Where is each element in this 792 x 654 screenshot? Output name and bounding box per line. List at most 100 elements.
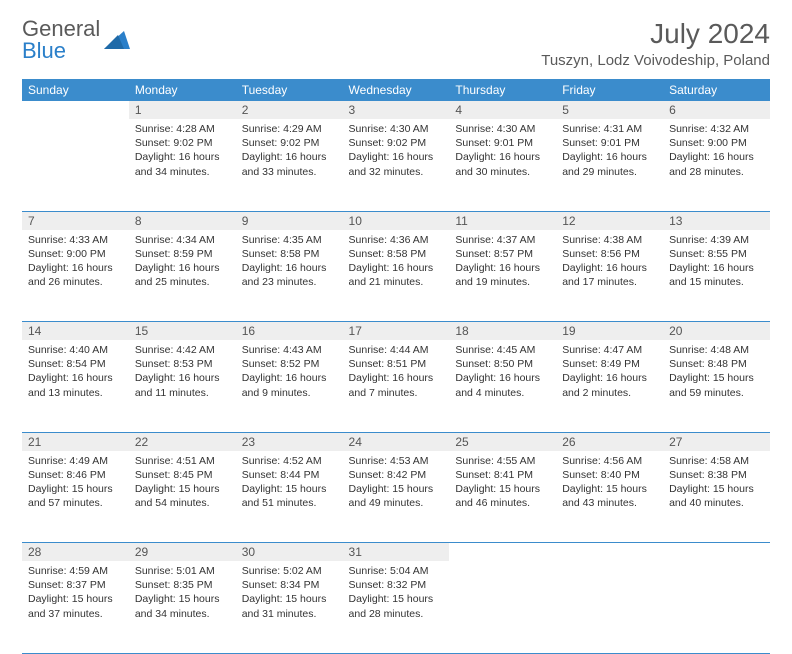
title-block: July 2024 Tuszyn, Lodz Voivodeship, Pola… [541, 18, 770, 69]
day-info: Sunrise: 4:48 AMSunset: 8:48 PMDaylight:… [663, 340, 770, 406]
day-info-cell [449, 561, 556, 653]
day-info-cell: Sunrise: 4:28 AMSunset: 9:02 PMDaylight:… [129, 119, 236, 211]
day-info: Sunrise: 4:35 AMSunset: 8:58 PMDaylight:… [236, 230, 343, 296]
day-number: 9 [236, 212, 343, 230]
day-number-cell: 10 [343, 211, 450, 230]
weekday-header: Sunday [22, 79, 129, 101]
day-info-cell: Sunrise: 4:33 AMSunset: 9:00 PMDaylight:… [22, 230, 129, 322]
day-number: 18 [449, 322, 556, 340]
day-number-row: 21222324252627 [22, 432, 770, 451]
day-info-cell: Sunrise: 4:34 AMSunset: 8:59 PMDaylight:… [129, 230, 236, 322]
day-number: 6 [663, 101, 770, 119]
page-header: General Blue July 2024 Tuszyn, Lodz Voiv… [22, 18, 770, 69]
day-number-cell: 28 [22, 543, 129, 562]
weekday-header: Saturday [663, 79, 770, 101]
location-text: Tuszyn, Lodz Voivodeship, Poland [541, 52, 770, 69]
day-info: Sunrise: 4:42 AMSunset: 8:53 PMDaylight:… [129, 340, 236, 406]
day-number: 8 [129, 212, 236, 230]
day-number: 30 [236, 543, 343, 561]
day-info: Sunrise: 4:33 AMSunset: 9:00 PMDaylight:… [22, 230, 129, 296]
weekday-header: Thursday [449, 79, 556, 101]
day-number-cell: 12 [556, 211, 663, 230]
day-info: Sunrise: 5:01 AMSunset: 8:35 PMDaylight:… [129, 561, 236, 627]
weekday-header: Monday [129, 79, 236, 101]
day-info-cell: Sunrise: 4:35 AMSunset: 8:58 PMDaylight:… [236, 230, 343, 322]
day-info-cell: Sunrise: 4:32 AMSunset: 9:00 PMDaylight:… [663, 119, 770, 211]
day-number: 24 [343, 433, 450, 451]
day-number-cell [663, 543, 770, 562]
day-number: 5 [556, 101, 663, 119]
day-info: Sunrise: 4:45 AMSunset: 8:50 PMDaylight:… [449, 340, 556, 406]
day-number-row: 123456 [22, 101, 770, 119]
weekday-header: Tuesday [236, 79, 343, 101]
day-info: Sunrise: 4:36 AMSunset: 8:58 PMDaylight:… [343, 230, 450, 296]
day-number: 25 [449, 433, 556, 451]
day-info-cell: Sunrise: 4:42 AMSunset: 8:53 PMDaylight:… [129, 340, 236, 432]
day-info-cell: Sunrise: 4:39 AMSunset: 8:55 PMDaylight:… [663, 230, 770, 322]
day-number-cell: 18 [449, 322, 556, 341]
day-info: Sunrise: 4:43 AMSunset: 8:52 PMDaylight:… [236, 340, 343, 406]
day-info: Sunrise: 4:29 AMSunset: 9:02 PMDaylight:… [236, 119, 343, 185]
day-number-cell: 11 [449, 211, 556, 230]
day-number: 31 [343, 543, 450, 561]
day-info-cell: Sunrise: 4:31 AMSunset: 9:01 PMDaylight:… [556, 119, 663, 211]
day-number: 3 [343, 101, 450, 119]
day-info: Sunrise: 4:28 AMSunset: 9:02 PMDaylight:… [129, 119, 236, 185]
calendar-table: Sunday Monday Tuesday Wednesday Thursday… [22, 79, 770, 654]
day-number-cell: 4 [449, 101, 556, 119]
day-info: Sunrise: 4:30 AMSunset: 9:01 PMDaylight:… [449, 119, 556, 185]
day-number: 4 [449, 101, 556, 119]
day-number: 7 [22, 212, 129, 230]
day-info-row: Sunrise: 4:49 AMSunset: 8:46 PMDaylight:… [22, 451, 770, 543]
day-number: 19 [556, 322, 663, 340]
day-info: Sunrise: 4:34 AMSunset: 8:59 PMDaylight:… [129, 230, 236, 296]
day-info: Sunrise: 4:38 AMSunset: 8:56 PMDaylight:… [556, 230, 663, 296]
day-number-cell: 5 [556, 101, 663, 119]
day-info-cell: Sunrise: 5:02 AMSunset: 8:34 PMDaylight:… [236, 561, 343, 653]
day-number: 27 [663, 433, 770, 451]
day-number: 26 [556, 433, 663, 451]
day-info-cell [663, 561, 770, 653]
day-info: Sunrise: 4:52 AMSunset: 8:44 PMDaylight:… [236, 451, 343, 517]
day-number-cell: 29 [129, 543, 236, 562]
day-info: Sunrise: 4:59 AMSunset: 8:37 PMDaylight:… [22, 561, 129, 627]
day-number-cell [22, 101, 129, 119]
day-info: Sunrise: 4:58 AMSunset: 8:38 PMDaylight:… [663, 451, 770, 517]
day-info-cell: Sunrise: 4:59 AMSunset: 8:37 PMDaylight:… [22, 561, 129, 653]
weekday-header: Wednesday [343, 79, 450, 101]
day-info: Sunrise: 4:55 AMSunset: 8:41 PMDaylight:… [449, 451, 556, 517]
day-number-cell: 1 [129, 101, 236, 119]
day-info-cell: Sunrise: 4:29 AMSunset: 9:02 PMDaylight:… [236, 119, 343, 211]
day-number-row: 78910111213 [22, 211, 770, 230]
day-number: 13 [663, 212, 770, 230]
day-number: 15 [129, 322, 236, 340]
day-number-row: 28293031 [22, 543, 770, 562]
day-info-cell [556, 561, 663, 653]
day-info-cell: Sunrise: 5:01 AMSunset: 8:35 PMDaylight:… [129, 561, 236, 653]
day-number-cell: 3 [343, 101, 450, 119]
day-info: Sunrise: 4:32 AMSunset: 9:00 PMDaylight:… [663, 119, 770, 185]
day-info-cell: Sunrise: 5:04 AMSunset: 8:32 PMDaylight:… [343, 561, 450, 653]
day-number-row: 14151617181920 [22, 322, 770, 341]
day-info-cell [22, 119, 129, 211]
logo-line2: Blue [22, 38, 66, 63]
day-info: Sunrise: 4:47 AMSunset: 8:49 PMDaylight:… [556, 340, 663, 406]
day-number-cell: 26 [556, 432, 663, 451]
logo: General Blue [22, 18, 130, 62]
day-number-cell: 30 [236, 543, 343, 562]
day-info-cell: Sunrise: 4:58 AMSunset: 8:38 PMDaylight:… [663, 451, 770, 543]
day-info: Sunrise: 4:30 AMSunset: 9:02 PMDaylight:… [343, 119, 450, 185]
day-info-cell: Sunrise: 4:56 AMSunset: 8:40 PMDaylight:… [556, 451, 663, 543]
day-number-cell: 15 [129, 322, 236, 341]
day-info-row: Sunrise: 4:40 AMSunset: 8:54 PMDaylight:… [22, 340, 770, 432]
day-info-cell: Sunrise: 4:37 AMSunset: 8:57 PMDaylight:… [449, 230, 556, 322]
day-info-cell: Sunrise: 4:53 AMSunset: 8:42 PMDaylight:… [343, 451, 450, 543]
day-info: Sunrise: 4:56 AMSunset: 8:40 PMDaylight:… [556, 451, 663, 517]
day-info-cell: Sunrise: 4:30 AMSunset: 9:02 PMDaylight:… [343, 119, 450, 211]
day-number: 14 [22, 322, 129, 340]
day-number-cell: 23 [236, 432, 343, 451]
day-number-cell: 9 [236, 211, 343, 230]
weekday-header-row: Sunday Monday Tuesday Wednesday Thursday… [22, 79, 770, 101]
day-number-cell: 2 [236, 101, 343, 119]
day-number-cell: 8 [129, 211, 236, 230]
